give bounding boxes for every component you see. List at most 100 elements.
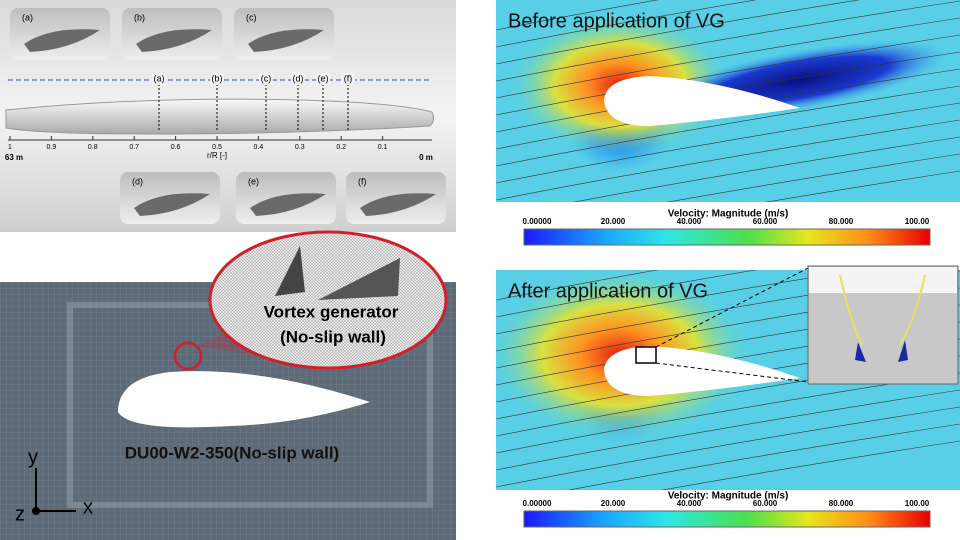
callout bbox=[208, 230, 448, 370]
vg-vane bbox=[275, 246, 305, 296]
colorbar-tick-label: 20.000 bbox=[601, 217, 626, 226]
airfoil-section bbox=[360, 193, 436, 216]
blade bbox=[5, 98, 435, 135]
callout-text: Vortex generator bbox=[264, 302, 399, 321]
zoom-line bbox=[655, 362, 809, 383]
axis-tick-label: 0.4 bbox=[254, 144, 264, 151]
blade-labels: (a) (b) (c) (d) (e) (f) 1 0.9 0.8 0.7 0.6 0.5 0.4 0.3… bbox=[5, 73, 433, 162]
axis-label: r/R [-] bbox=[207, 151, 227, 160]
colorbar bbox=[523, 510, 931, 528]
axis-end: 0 m bbox=[419, 153, 433, 162]
colorbar-tick-label: 60.000 bbox=[753, 499, 778, 508]
streamline bbox=[496, 0, 861, 65]
airfoil bbox=[604, 76, 800, 126]
streamline bbox=[666, 153, 960, 202]
colorbar-tick-label: 60.000 bbox=[753, 217, 778, 226]
streamline bbox=[496, 406, 960, 488]
airfoil-section bbox=[248, 29, 324, 52]
airfoil-section bbox=[24, 29, 100, 52]
zoom-box bbox=[635, 346, 657, 364]
colorbar-tick-label: 80.000 bbox=[829, 217, 854, 226]
axis-tick-label: 0.3 bbox=[295, 144, 305, 151]
vg-highlight bbox=[173, 341, 203, 371]
streamline bbox=[496, 0, 757, 48]
panel-title: After application of VG bbox=[508, 280, 708, 302]
streamline bbox=[496, 0, 960, 82]
airfoil-section bbox=[136, 29, 212, 52]
axis-tick-label: 0.2 bbox=[336, 144, 346, 151]
inset-streak bbox=[839, 274, 863, 346]
streamline bbox=[496, 119, 960, 201]
axis-tick-label: 0.9 bbox=[47, 144, 57, 151]
thumbnail-label: (d) bbox=[132, 176, 143, 186]
axis-end: 63 m bbox=[5, 153, 23, 162]
station-box bbox=[152, 73, 166, 85]
colorbar-tick-label: 20.000 bbox=[601, 499, 626, 508]
airfoil-section bbox=[134, 193, 210, 216]
streamline bbox=[567, 423, 960, 490]
vg-vane bbox=[318, 258, 400, 300]
inset-top bbox=[809, 267, 957, 293]
station-label: (c) bbox=[261, 73, 272, 83]
thumbnail-label: (b) bbox=[134, 12, 145, 22]
callout-text: (No-slip wall) bbox=[280, 327, 386, 346]
station-box bbox=[341, 73, 355, 85]
axis-z bbox=[32, 507, 40, 515]
inset-vane bbox=[898, 340, 908, 362]
axis-label: z bbox=[15, 503, 25, 525]
colorbar-title: Velocity: Magnitude (m/s) bbox=[668, 491, 789, 502]
colorbar-tick-label: 100.00 bbox=[905, 499, 930, 508]
colorbar-tick-label: 80.000 bbox=[829, 499, 854, 508]
airfoil-label: DU00-W2-350(No-slip wall) bbox=[125, 443, 339, 462]
station-box bbox=[316, 73, 330, 85]
contour-panel bbox=[496, 0, 960, 202]
station-label: (a) bbox=[154, 73, 165, 83]
streamline bbox=[496, 85, 960, 167]
airfoil bbox=[604, 346, 800, 396]
streamline bbox=[496, 389, 960, 471]
axis-tick-label: 1 bbox=[8, 144, 12, 151]
axis-tick-label: 0.8 bbox=[88, 144, 98, 151]
station-box bbox=[259, 73, 273, 85]
axis-tick-label: 0.6 bbox=[171, 144, 181, 151]
axis-label: x bbox=[83, 496, 93, 518]
streamline bbox=[496, 102, 960, 184]
streamline bbox=[496, 17, 960, 99]
colorbar-tick-label: 40.000 bbox=[677, 499, 702, 508]
station-label: (d) bbox=[293, 73, 304, 83]
streamline bbox=[765, 170, 960, 202]
station-label: (e) bbox=[318, 73, 329, 83]
panel-title: Before application of VG bbox=[508, 10, 725, 32]
station-label: (f) bbox=[344, 73, 353, 83]
colorbar-tick-label: 40.000 bbox=[677, 217, 702, 226]
colorbar-tick-label: 100.00 bbox=[905, 217, 930, 226]
colorbar bbox=[523, 228, 931, 246]
station-label: (b) bbox=[212, 73, 223, 83]
thumbnail-label: (a) bbox=[22, 12, 33, 22]
station-box bbox=[291, 73, 305, 85]
streamline bbox=[660, 440, 960, 490]
streamline bbox=[496, 270, 659, 301]
airfoil bbox=[118, 371, 370, 428]
thumbnails: (a) (b) (c) (d) (e) (f) bbox=[10, 8, 446, 224]
streamline bbox=[496, 270, 861, 335]
colorbar-title: Velocity: Magnitude (m/s) bbox=[668, 209, 789, 220]
streamline bbox=[496, 270, 757, 318]
thumbnail-label: (e) bbox=[248, 176, 259, 186]
thumbnail-label: (c) bbox=[246, 12, 257, 22]
zoom-line bbox=[655, 267, 809, 348]
colorbar-tick-label: 0.00000 bbox=[523, 217, 552, 226]
inset-streak bbox=[899, 274, 926, 346]
airfoil-section bbox=[250, 193, 326, 216]
streamline bbox=[496, 0, 659, 31]
colorbar-tick-label: 0.00000 bbox=[523, 499, 552, 508]
streamline bbox=[496, 34, 960, 116]
axis-label: y bbox=[28, 446, 38, 468]
streamline bbox=[572, 136, 960, 202]
contour-panels: Before application of VG Velocity: Magnit… bbox=[496, 0, 960, 528]
axis-tick-label: 0.7 bbox=[129, 144, 139, 151]
inset-vane bbox=[855, 342, 866, 362]
axis-tick-label: 0.1 bbox=[378, 144, 388, 151]
